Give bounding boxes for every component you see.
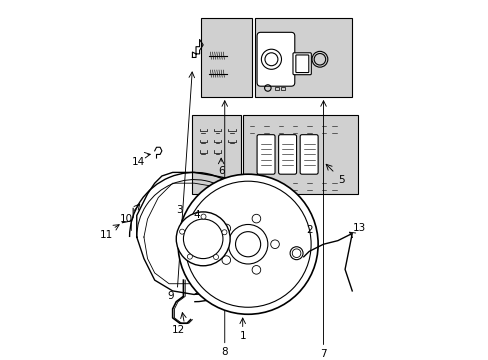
Circle shape (201, 214, 205, 219)
Text: 1: 1 (239, 331, 245, 341)
FancyBboxPatch shape (292, 53, 311, 75)
Circle shape (252, 214, 260, 223)
Bar (281, 87, 285, 90)
Text: 2: 2 (305, 225, 312, 235)
FancyBboxPatch shape (300, 135, 318, 174)
Text: 6: 6 (217, 166, 224, 176)
FancyBboxPatch shape (278, 135, 296, 174)
Text: 12: 12 (171, 325, 184, 336)
Circle shape (213, 255, 218, 260)
Text: 13: 13 (352, 223, 366, 233)
Circle shape (222, 224, 230, 233)
Circle shape (176, 212, 230, 266)
Text: 10: 10 (119, 214, 132, 224)
Text: 3: 3 (176, 205, 182, 215)
Bar (242, 115, 357, 194)
FancyBboxPatch shape (257, 135, 274, 174)
Circle shape (252, 266, 260, 274)
Circle shape (222, 230, 226, 235)
Circle shape (261, 49, 281, 69)
Bar (274, 87, 279, 90)
Bar (192, 115, 241, 194)
Text: 5: 5 (338, 175, 344, 185)
Circle shape (183, 219, 223, 258)
Circle shape (228, 225, 267, 264)
Circle shape (235, 231, 260, 257)
Circle shape (179, 229, 184, 234)
Circle shape (289, 247, 303, 260)
Circle shape (264, 53, 277, 66)
FancyBboxPatch shape (257, 32, 294, 86)
Text: 7: 7 (320, 349, 326, 359)
Text: 9: 9 (167, 291, 174, 301)
Circle shape (270, 240, 279, 248)
Bar (255, 18, 351, 97)
Circle shape (187, 254, 192, 259)
Text: 11: 11 (100, 230, 113, 240)
FancyBboxPatch shape (295, 55, 308, 73)
Text: 8: 8 (221, 347, 227, 357)
Text: 4: 4 (193, 211, 200, 220)
Circle shape (178, 174, 318, 314)
Circle shape (222, 256, 230, 264)
Text: 14: 14 (132, 157, 145, 167)
Bar (201, 18, 251, 97)
